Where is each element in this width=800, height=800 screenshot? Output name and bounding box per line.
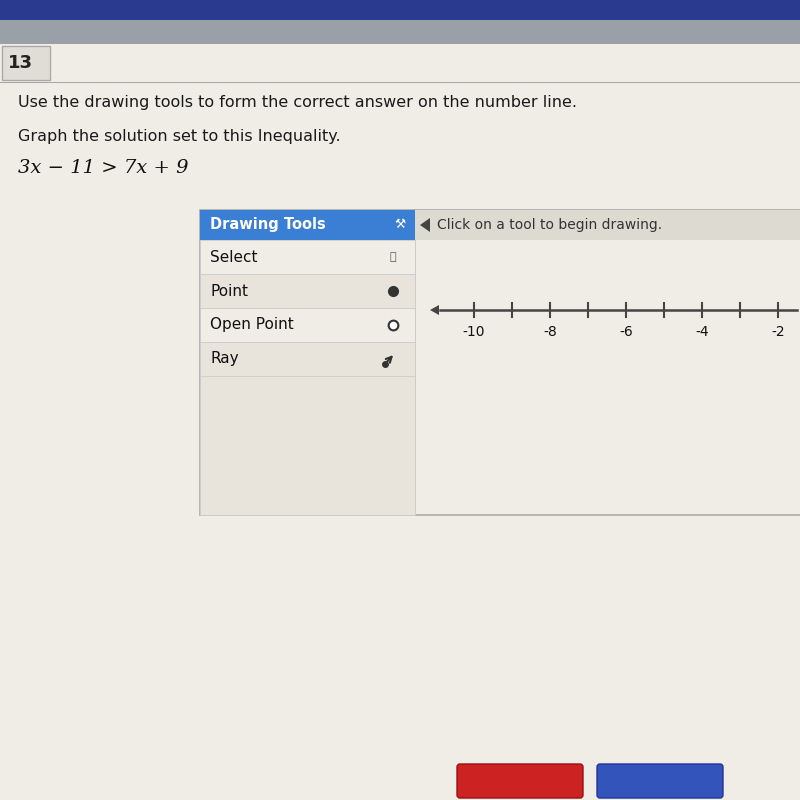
Text: Select: Select — [210, 250, 258, 265]
Bar — [415, 210, 800, 240]
Polygon shape — [420, 218, 430, 232]
Bar — [200, 308, 415, 342]
Bar — [0, 0, 800, 20]
Text: -2: -2 — [771, 325, 785, 339]
Text: Point: Point — [210, 283, 248, 298]
Text: ⚒: ⚒ — [394, 218, 406, 231]
Text: Open Point: Open Point — [210, 318, 294, 333]
Text: -10: -10 — [462, 325, 486, 339]
Bar — [200, 240, 415, 274]
Text: 3x − 11 > 7x + 9: 3x − 11 > 7x + 9 — [18, 159, 189, 177]
Bar — [0, 20, 800, 44]
Polygon shape — [430, 305, 439, 315]
Bar — [200, 210, 415, 515]
Bar — [200, 210, 415, 240]
Text: 13: 13 — [8, 54, 33, 72]
Bar — [200, 274, 415, 308]
Text: -4: -4 — [695, 325, 709, 339]
Text: -6: -6 — [619, 325, 633, 339]
Bar — [200, 376, 415, 515]
Bar — [415, 210, 800, 515]
Text: Use the drawing tools to form the correct answer on the number line.: Use the drawing tools to form the correc… — [18, 95, 577, 110]
Text: Graph the solution set to this Inequality.: Graph the solution set to this Inequalit… — [18, 130, 341, 145]
Bar — [200, 342, 415, 376]
FancyBboxPatch shape — [597, 764, 723, 798]
Text: Ray: Ray — [210, 351, 238, 366]
FancyBboxPatch shape — [2, 46, 50, 80]
Text: Drawing Tools: Drawing Tools — [210, 218, 326, 233]
FancyBboxPatch shape — [457, 764, 583, 798]
Text: -8: -8 — [543, 325, 557, 339]
Text: Click on a tool to begin drawing.: Click on a tool to begin drawing. — [437, 218, 662, 232]
Text: 🖱: 🖱 — [390, 252, 396, 262]
